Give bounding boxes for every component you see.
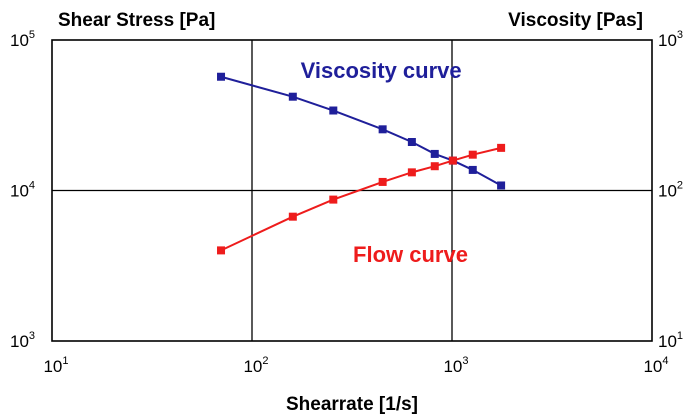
viscosity-curve-point xyxy=(217,72,226,81)
y-left-tick-label: 104 xyxy=(10,180,35,201)
flow-curve-point xyxy=(497,143,506,152)
y-left-tick-label: 103 xyxy=(10,330,35,351)
flow-curve-point xyxy=(407,168,416,177)
y-left-tick-label: 105 xyxy=(10,29,35,50)
axis-tick-labels: 101 102 103 104 103 104 105 101 102 103 xyxy=(10,29,683,376)
flow-curve-point xyxy=(468,150,477,159)
x-tick-label: 101 xyxy=(43,355,68,376)
viscosity-curve-point xyxy=(407,138,416,147)
viscosity-curve-point xyxy=(497,181,506,190)
viscosity-curve-point xyxy=(288,92,297,101)
y-axis-left-title: Shear Stress [Pa] xyxy=(58,10,215,31)
chart-grid xyxy=(52,40,652,341)
y-right-tick-label: 103 xyxy=(658,29,683,50)
viscosity-curve-label: Viscosity curve xyxy=(301,58,462,83)
flow-curve-point xyxy=(430,162,439,171)
viscosity-curve-point xyxy=(468,165,477,174)
viscosity-curve-point xyxy=(329,106,338,115)
flow-curve-point xyxy=(329,195,338,204)
y-axis-right-title: Viscosity [Pas] xyxy=(508,10,643,31)
viscosity-curve-point xyxy=(430,149,439,158)
viscosity-curve-point xyxy=(378,125,387,134)
flow-curve-point xyxy=(448,156,457,165)
data-series xyxy=(217,72,506,255)
flow-curve-point xyxy=(288,212,297,221)
viscosity-curve-line xyxy=(220,75,502,187)
y-right-tick-label: 102 xyxy=(658,180,683,201)
flow-curve-point xyxy=(378,177,387,186)
flow-curve-label: Flow curve xyxy=(353,242,468,267)
series-labels: Viscosity curve Flow curve xyxy=(301,58,468,267)
x-tick-label: 103 xyxy=(443,355,468,376)
x-axis-title: Shearrate [1/s] xyxy=(286,394,418,415)
y-right-tick-label: 101 xyxy=(658,330,683,351)
plot-area-frame xyxy=(51,39,653,342)
x-tick-label: 104 xyxy=(643,355,668,376)
x-tick-label: 102 xyxy=(243,355,268,376)
flow-curve-point xyxy=(217,246,226,255)
